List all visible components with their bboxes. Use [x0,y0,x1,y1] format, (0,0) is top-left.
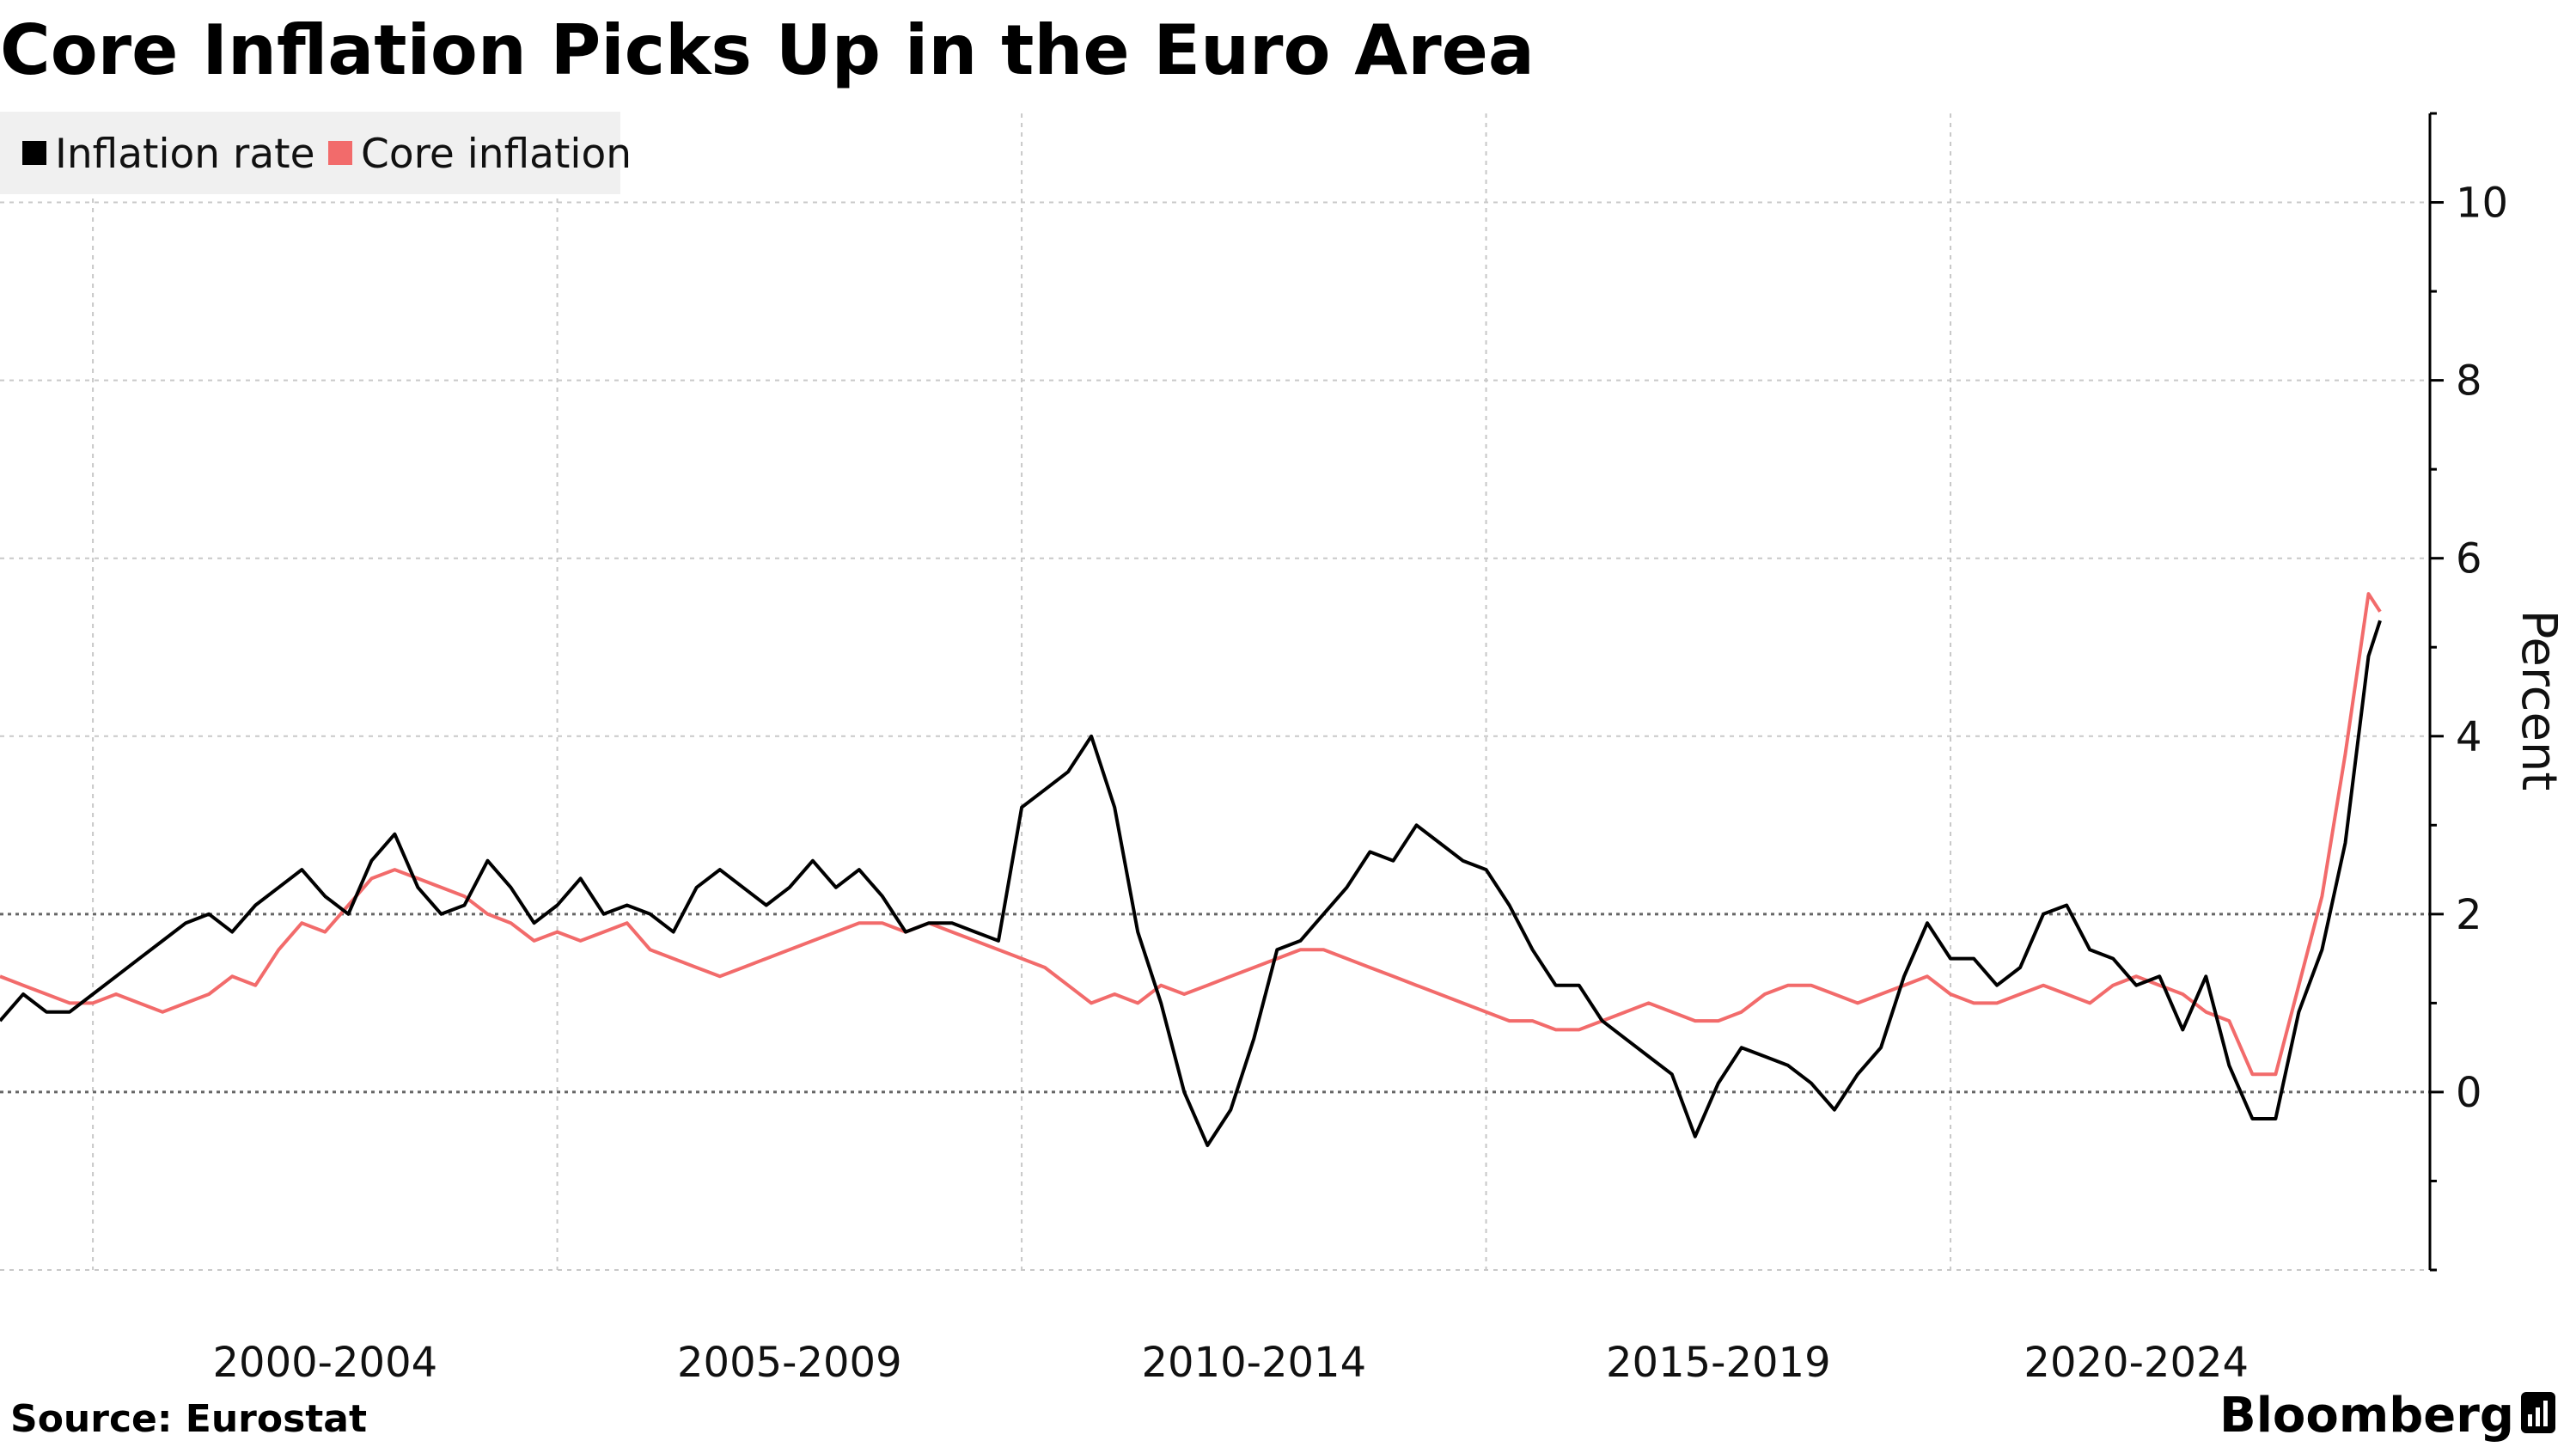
x-tick-label: 2005-2009 [677,1339,902,1387]
y-tick-label: 6 [2456,535,2482,583]
y-axis-ticks: 0 2 4 6 8 10 [2430,112,2508,1272]
brand-wordmark: Bloomberg [2219,1388,2514,1444]
x-axis-labels: 2000-2004 2005-2009 2010-2014 2015-2019 2020… [213,1339,2249,1387]
y-tick-label: 10 [2456,180,2508,228]
series-line-inflation-rate [0,620,2382,1147]
bloomberg-icon-bar [2536,1407,2540,1426]
x-tick-label: 2015-2019 [1606,1339,1831,1387]
reference-lines [0,913,2430,1094]
x-tick-label: 2020-2024 [2024,1339,2249,1387]
chart-title: Core Inflation Picks Up in the Euro Area [0,10,1535,90]
source-note: Source: Eurostat [10,1397,367,1441]
legend-background [0,112,620,194]
legend-label-core-inflation: Core inflation [361,131,632,178]
bloomberg-icon-bar [2528,1414,2532,1426]
series-layer [0,592,2382,1147]
legend: Inflation rate Core inflation [0,112,632,194]
legend-swatch-core-inflation [328,141,352,165]
bloomberg-icon-bar [2543,1401,2548,1426]
x-tick-label: 2000-2004 [213,1339,438,1387]
y-tick-label: 2 [2456,891,2482,939]
gridlines [0,113,2430,1271]
y-tick-label: 0 [2456,1069,2482,1117]
x-tick-label: 2010-2014 [1141,1339,1366,1387]
bloomberg-logo: Bloomberg [2219,1388,2555,1444]
y-axis-title: Percent [2511,610,2567,791]
y-tick-label: 8 [2456,357,2482,406]
legend-swatch-inflation-rate [22,141,46,165]
legend-label-inflation-rate: Inflation rate [55,131,315,178]
series-line-core-inflation [0,592,2382,1077]
y-tick-label: 4 [2456,713,2482,761]
